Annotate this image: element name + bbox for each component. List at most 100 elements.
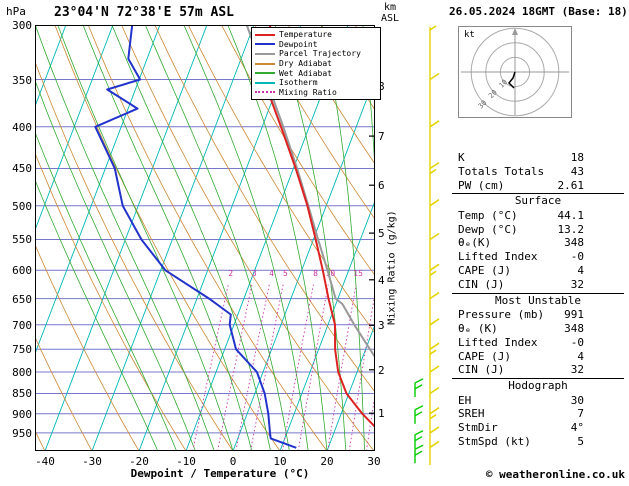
temperature-axis-label: Dewpoint / Temperature (°C) [130,467,310,480]
stats-row-label: CAPE (J) [458,264,511,278]
stats-row-value: 4 [577,349,584,363]
temperature-tick-label: 20 [320,455,334,468]
stats-row-value: 991 [564,308,584,322]
stats-row-label: K [458,151,465,164]
km-tick-label: 7 [378,130,385,144]
temperature-tick-label: 10 [273,455,287,468]
stats-row-label: Lifted Index [458,250,538,264]
stats-row-value: 348 [564,236,584,250]
stats-row: Dewp (°C) 13.2 [452,223,624,237]
pressure-tick-label: 600 [12,264,32,278]
stats-row-label: Totals Totals [458,164,545,178]
svg-text:4: 4 [269,269,274,278]
stats-row-value: 348 [564,321,584,335]
legend-swatch [255,52,275,55]
km-tick-label: 2 [378,363,385,377]
pressure-tick-label: 700 [12,318,32,332]
svg-text:8: 8 [313,269,318,278]
legend-item: Temperature [255,30,377,40]
stats-row-label: Dewp (°C) [458,222,518,236]
pressure-tick-label: 650 [12,292,32,306]
copyright-link[interactable]: © weatheronline.co.uk [485,468,625,481]
legend-item-label: Temperature [279,30,332,40]
pressure-axis-unit: hPa [6,5,26,18]
legend-swatch [255,91,275,94]
km-tick-label: 6 [378,179,385,193]
legend-item: Mixing Ratio [255,88,377,98]
stats-row: PW (cm) 2.61 [452,179,624,193]
stats-row-label: Temp (°C) [458,208,518,222]
stats-section-title: Surface [452,193,624,209]
stats-row-label: CAPE (J) [458,349,511,363]
stats-row: EH 30 [452,394,624,408]
pressure-tick-label: 500 [12,199,32,213]
stats-row: CAPE (J) 4 [452,350,624,364]
hodograph-unit-label: kt [464,30,475,40]
stats-row-label: StmDir [458,421,498,435]
stats-row-label: CIN (J) [458,277,505,291]
km-axis-unit-line1: km [383,2,397,13]
svg-text:10: 10 [497,78,509,90]
stats-table: K 18 Totals Totals 43 PW (cm) 2.61 Surface Temp… [452,151,624,449]
stats-row-value: 30 [570,393,584,407]
stats-row-label: SREH [458,407,485,421]
stats-row-value: 32 [570,363,584,377]
km-axis-unit-line2: ASL [380,13,400,24]
stats-row-label: Lifted Index [458,335,538,349]
skewt-plot-area: 2345810152025 TemperatureDewpointParcel … [35,25,381,451]
stats-row-value: 5 [577,435,584,449]
legend-swatch [255,33,275,36]
legend-item-label: Isotherm [279,78,318,88]
stats-section-title: Hodograph [452,378,624,394]
svg-text:10: 10 [326,269,336,278]
stats-row: CIN (J) 32 [452,278,624,292]
km-tick-label: 3 [378,319,385,333]
stats-row-label: Pressure (mb) [458,308,545,322]
km-tick-label: 4 [378,273,385,287]
legend-item: Wet Adiabat [255,68,377,78]
stats-row: Temp (°C) 44.1 [452,209,624,223]
stats-row: StmDir 4° [452,421,624,435]
legend-item-label: Wet Adiabat [279,68,332,78]
skewt-canvas: 2345810152025 [35,25,375,451]
svg-text:5: 5 [283,269,288,278]
stats-row-label: θₑ (K) [458,321,498,335]
datetime-label: 26.05.2024 18GMT (Base: 18) [449,5,628,18]
pressure-tick-label: 750 [12,343,32,357]
km-axis-unit: km ASL [377,2,403,24]
pressure-tick-label: 550 [12,233,32,247]
stats-section-title: Most Unstable [452,292,624,309]
legend-item: Dry Adiabat [255,59,377,69]
stats-row-label: CIN (J) [458,363,505,377]
stats-row-value: 18 [570,151,584,164]
legend-item-label: Dry Adiabat [279,59,332,69]
temperature-tick-label: -40 [35,455,55,468]
svg-text:2: 2 [228,269,233,278]
legend-swatch [255,81,275,84]
station-title: 23°04'N 72°38'E 57m ASL [54,5,235,20]
stats-row-value: 2.61 [557,178,585,192]
stats-row: SREH 7 [452,407,624,421]
legend-item: Parcel Trajectory [255,49,377,59]
pressure-tick-label: 850 [12,387,32,401]
legend-item: Dewpoint [255,40,377,50]
svg-text:3: 3 [252,269,257,278]
legend-item-label: Mixing Ratio [279,87,337,97]
temperature-tick-label: -10 [176,455,196,468]
legend-item-label: Parcel Trajectory [279,49,361,59]
legend-item-label: Dewpoint [279,39,318,49]
stats-row: CIN (J) 32 [452,363,624,377]
legend-swatch [255,72,275,75]
svg-text:20: 20 [487,88,499,100]
stats-row-value: 13.2 [557,222,585,236]
svg-text:30: 30 [477,99,489,111]
pressure-tick-label: 300 [12,19,32,32]
stats-row-value: 32 [570,277,584,291]
stats-row-value: -0 [570,250,584,264]
pressure-tick-label: 950 [12,426,32,440]
pressure-tick-label: 350 [12,73,32,87]
stats-row: StmSpd (kt) 5 [452,435,624,449]
legend-item: Isotherm [255,78,377,88]
